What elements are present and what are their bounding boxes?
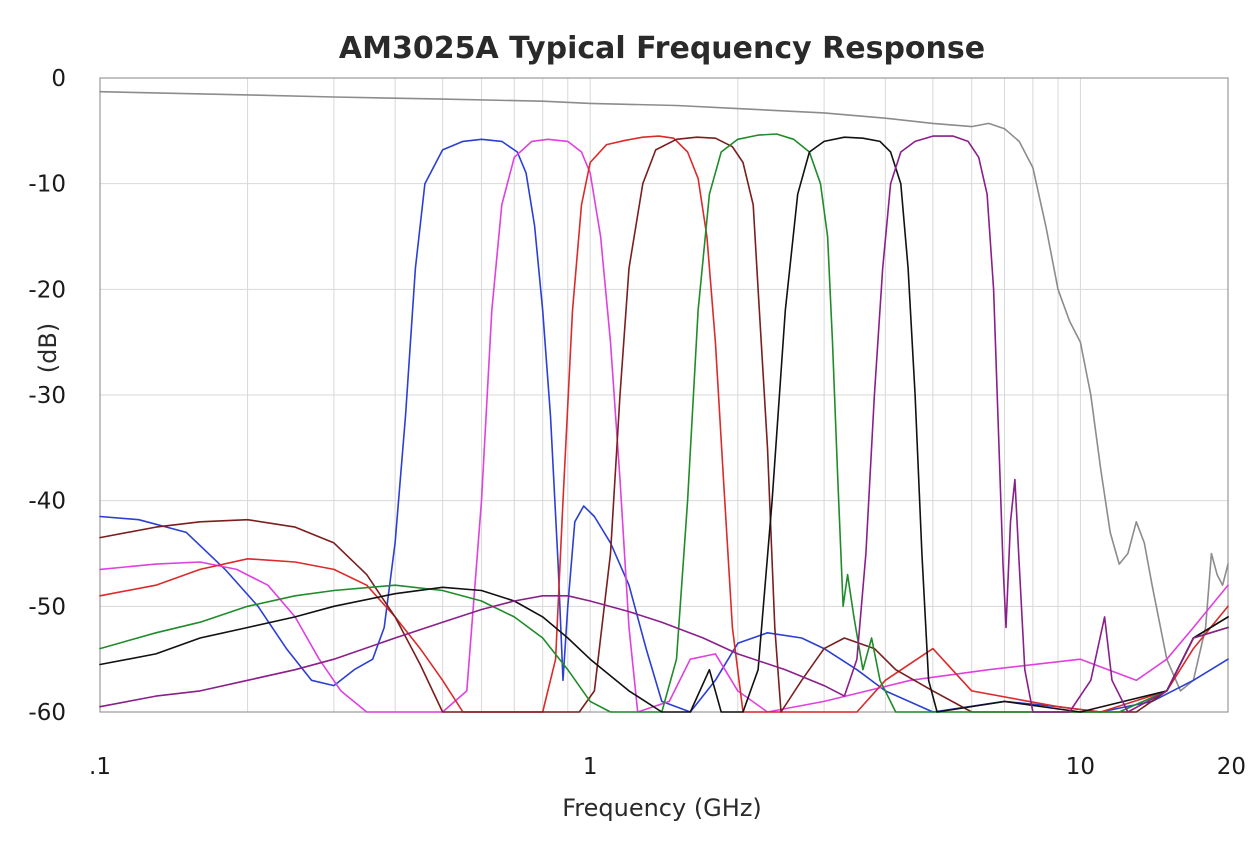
y-tick-label: -10 — [28, 172, 66, 198]
y-axis-label: (dB) — [34, 323, 62, 373]
series-line-5 — [99, 136, 1229, 713]
y-tick-label: -30 — [28, 383, 66, 409]
x-tick-label: 1 — [583, 754, 598, 780]
series-line-6 — [99, 133, 1229, 713]
y-tick-label: -60 — [28, 700, 66, 726]
x-tick-label: 20 — [1217, 754, 1246, 780]
series-line-1 — [99, 90, 1229, 692]
series-line-7 — [99, 136, 1229, 713]
grid — [100, 78, 1228, 712]
series-layer — [99, 90, 1229, 713]
y-tick-label: -50 — [28, 594, 66, 620]
x-tick-label: .1 — [89, 754, 111, 780]
y-tick-label: 0 — [51, 66, 66, 92]
series-line-8 — [99, 135, 1229, 713]
x-tick-label: 10 — [1066, 754, 1095, 780]
tick-labels: 0 -10 -20 -30 -40 -50 -60 .1 1 10 20 — [28, 66, 1246, 780]
series-line-4 — [99, 135, 1229, 713]
series-line-3 — [99, 138, 1229, 713]
y-tick-label: -40 — [28, 489, 66, 515]
x-axis-label: Frequency (GHz) — [562, 794, 762, 822]
chart-title: AM3025A Typical Frequency Response — [339, 31, 985, 66]
y-tick-label: -20 — [28, 277, 66, 303]
series-line-2 — [99, 138, 1229, 713]
